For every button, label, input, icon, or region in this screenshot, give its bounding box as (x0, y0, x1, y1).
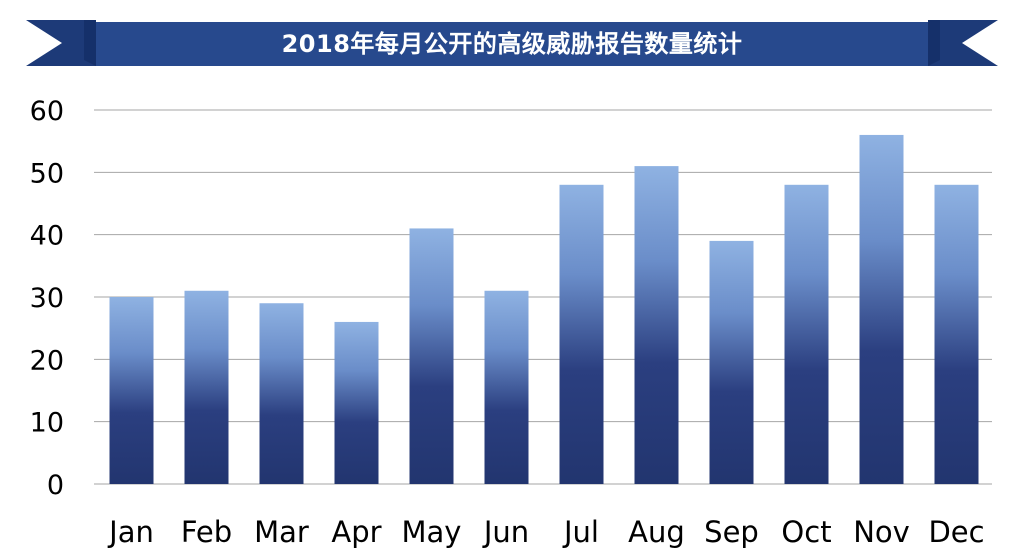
bar-chart: 0 10 20 30 40 50 60 Jan Feb Mar Apr May Jun Jul Aug Se… (30, 96, 992, 549)
y-axis-tick-labels: 0 10 20 30 40 50 60 (30, 96, 64, 501)
x-tick-label-aug: Aug (628, 515, 685, 549)
x-tick-label-jan: Jan (107, 515, 154, 549)
bar-nov (859, 134, 904, 484)
x-tick-label-sep: Sep (704, 515, 759, 549)
bar-mar (259, 303, 304, 484)
x-tick-label-oct: Oct (781, 515, 831, 549)
bar-oct (784, 184, 829, 485)
bars (109, 134, 979, 485)
gridlines (94, 109, 992, 485)
y-tick-label: 10 (30, 408, 64, 439)
x-tick-label-apr: Apr (331, 515, 381, 549)
bar-dec (934, 184, 979, 485)
banner-body (96, 22, 928, 66)
x-axis-tick-labels: Jan Feb Mar Apr May Jun Jul Aug Sep Oct Nov Dec (107, 515, 984, 549)
y-tick-label: 20 (30, 345, 64, 376)
banner-left-ribbon-tail (26, 20, 96, 66)
x-tick-label-dec: Dec (928, 515, 984, 549)
bar-may (409, 228, 454, 484)
y-tick-label: 50 (30, 158, 64, 189)
y-tick-label: 30 (30, 283, 64, 314)
y-tick-label: 0 (47, 470, 64, 501)
x-tick-label-mar: Mar (254, 515, 309, 549)
bar-jun (484, 290, 529, 484)
bar-feb (184, 290, 229, 484)
y-tick-label: 40 (30, 221, 64, 252)
x-tick-label-jul: Jul (562, 515, 599, 549)
bar-jan (109, 297, 154, 484)
title-banner (26, 20, 998, 66)
banner-right-ribbon-tail (928, 20, 998, 66)
chart-title: 2018年每月公开的高级威胁报告数量统计 (281, 30, 743, 58)
banner-right-fold (928, 20, 940, 66)
bar-jul (559, 184, 604, 485)
bar-aug (634, 166, 679, 484)
bar-sep (709, 240, 754, 484)
x-tick-label-nov: Nov (853, 515, 910, 549)
bar-apr (334, 321, 379, 484)
banner-left-fold (84, 20, 96, 66)
x-tick-label-may: May (402, 515, 462, 549)
x-tick-label-feb: Feb (181, 515, 232, 549)
y-tick-label: 60 (30, 96, 64, 127)
x-tick-label-jun: Jun (482, 515, 529, 549)
